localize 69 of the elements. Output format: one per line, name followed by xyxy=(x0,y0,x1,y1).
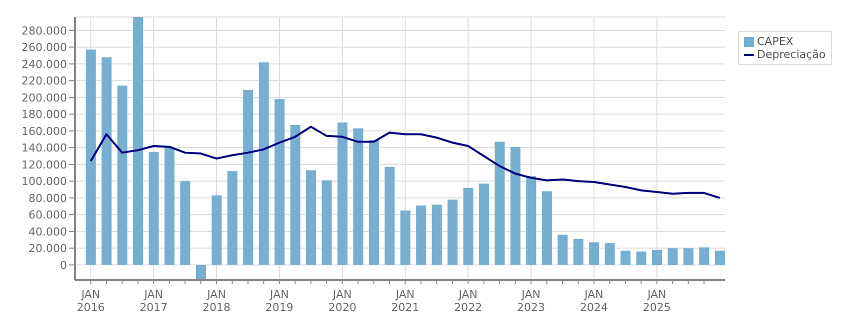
bar xyxy=(290,125,300,265)
y-tick-label: 260.000 xyxy=(22,41,67,54)
x-tick-label: JAN 2016 xyxy=(76,288,105,313)
bar xyxy=(652,250,662,265)
legend-label: CAPEX xyxy=(757,35,794,48)
bar xyxy=(604,243,615,265)
bar xyxy=(432,204,442,265)
bar xyxy=(526,176,536,265)
x-tick-label: JAN 2020 xyxy=(328,288,356,313)
bar xyxy=(133,17,144,265)
bar xyxy=(322,180,332,265)
bar xyxy=(620,250,631,265)
bar xyxy=(117,86,128,265)
y-tick-label: 280.000 xyxy=(22,24,67,38)
bar xyxy=(400,210,410,265)
bar xyxy=(636,252,646,265)
bar xyxy=(212,195,222,265)
bar xyxy=(668,248,678,265)
bar xyxy=(416,205,426,265)
y-tick-label: 80.000 xyxy=(28,192,67,205)
bar xyxy=(558,234,568,265)
x-tick-label: JAN 2021 xyxy=(391,288,420,313)
x-tick-label: JAN 2025 xyxy=(642,288,671,313)
y-tick-label: 40.000 xyxy=(28,225,67,238)
y-tick-label: 200.000 xyxy=(22,91,67,104)
bar xyxy=(164,148,174,265)
x-tick-label: JAN 2022 xyxy=(454,288,482,313)
bar xyxy=(463,188,474,265)
bar xyxy=(479,184,490,265)
bar xyxy=(384,166,395,265)
bar xyxy=(353,128,364,265)
bar xyxy=(243,90,254,265)
bar xyxy=(573,238,584,265)
bar xyxy=(180,181,190,265)
legend-label: Depreciação xyxy=(757,48,826,61)
bar xyxy=(306,170,316,265)
bar xyxy=(86,50,96,265)
bar xyxy=(196,264,206,280)
y-tick-label: 140.000 xyxy=(22,142,67,155)
x-tick-label: JAN 2019 xyxy=(265,288,294,313)
y-tick-label: 60.000 xyxy=(28,208,67,222)
bar xyxy=(542,191,552,265)
bar xyxy=(494,142,505,265)
y-tick-label: 0 xyxy=(60,258,67,272)
bar xyxy=(714,250,725,265)
bar xyxy=(227,171,238,265)
y-tick-label: 180.000 xyxy=(22,108,67,122)
x-tick-label: JAN 2024 xyxy=(580,288,608,313)
bar xyxy=(337,122,348,265)
x-tick-label: JAN 2023 xyxy=(517,288,546,313)
bar xyxy=(274,99,285,265)
bar xyxy=(589,242,600,265)
bar xyxy=(683,248,694,265)
bar xyxy=(102,57,112,265)
x-tick-label: JAN 2017 xyxy=(140,288,168,313)
x-tick-label: JAN 2018 xyxy=(202,288,231,313)
y-tick-label: 160.000 xyxy=(22,124,67,138)
bar xyxy=(368,140,379,265)
bar xyxy=(510,146,520,265)
bar xyxy=(448,200,458,265)
bar xyxy=(699,247,710,265)
line-series xyxy=(90,126,721,199)
y-tick-label: 220.000 xyxy=(22,74,67,88)
y-tick-label: 240.000 xyxy=(22,58,67,71)
bar xyxy=(148,152,159,265)
y-tick-label: 120.000 xyxy=(22,158,67,172)
y-tick-label: 20.000 xyxy=(28,242,67,256)
bar xyxy=(258,62,269,265)
y-tick-label: 100.000 xyxy=(22,175,67,188)
